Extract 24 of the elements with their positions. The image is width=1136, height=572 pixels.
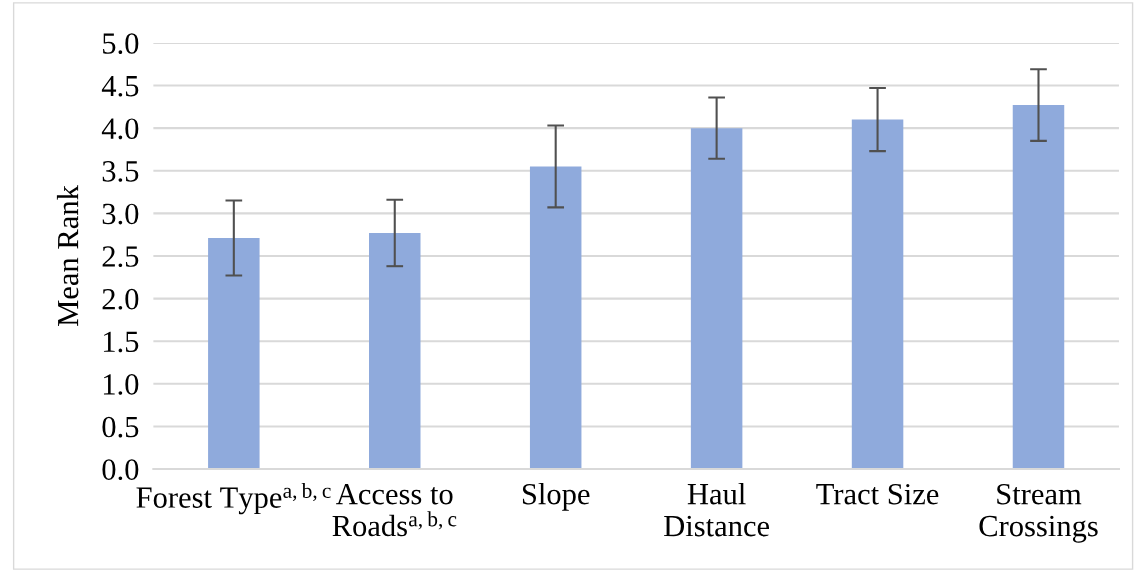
y-tick-label: 4.5 — [101, 76, 139, 97]
bar — [690, 128, 743, 470]
x-tick-label: Slope — [522, 482, 590, 511]
y-tick-label: 3.5 — [102, 161, 139, 182]
y-tick-label: 2.5 — [102, 246, 139, 268]
y-tick-label: 2.0 — [102, 288, 139, 310]
x-tick-label: Stream Crossings — [979, 483, 1098, 543]
x-tick-label: Access to Roads$^{a,b,c}$ — [332, 483, 457, 537]
y-tick-label: 1.0 — [103, 374, 139, 395]
x-tick-label: Forest Type$^{a,b,c}$ — [136, 482, 331, 515]
bar — [529, 166, 582, 470]
y-tick-label: 0.5 — [102, 416, 139, 438]
y-tick-label: 4.0 — [101, 118, 139, 140]
y-tick-label: 3.0 — [102, 203, 139, 225]
y-axis-title: Mean Rank — [56, 185, 79, 326]
y-tick-label: 0.0 — [102, 459, 139, 481]
y-tick-label: 1.5 — [103, 331, 139, 353]
y-tick-label: 5.0 — [103, 33, 139, 54]
bar — [1012, 105, 1065, 470]
bar — [369, 232, 421, 470]
bar — [851, 119, 904, 470]
bar — [208, 238, 260, 470]
x-tick-label: Tract Size — [816, 483, 939, 505]
x-tick-label: Haul Distance — [664, 482, 770, 537]
